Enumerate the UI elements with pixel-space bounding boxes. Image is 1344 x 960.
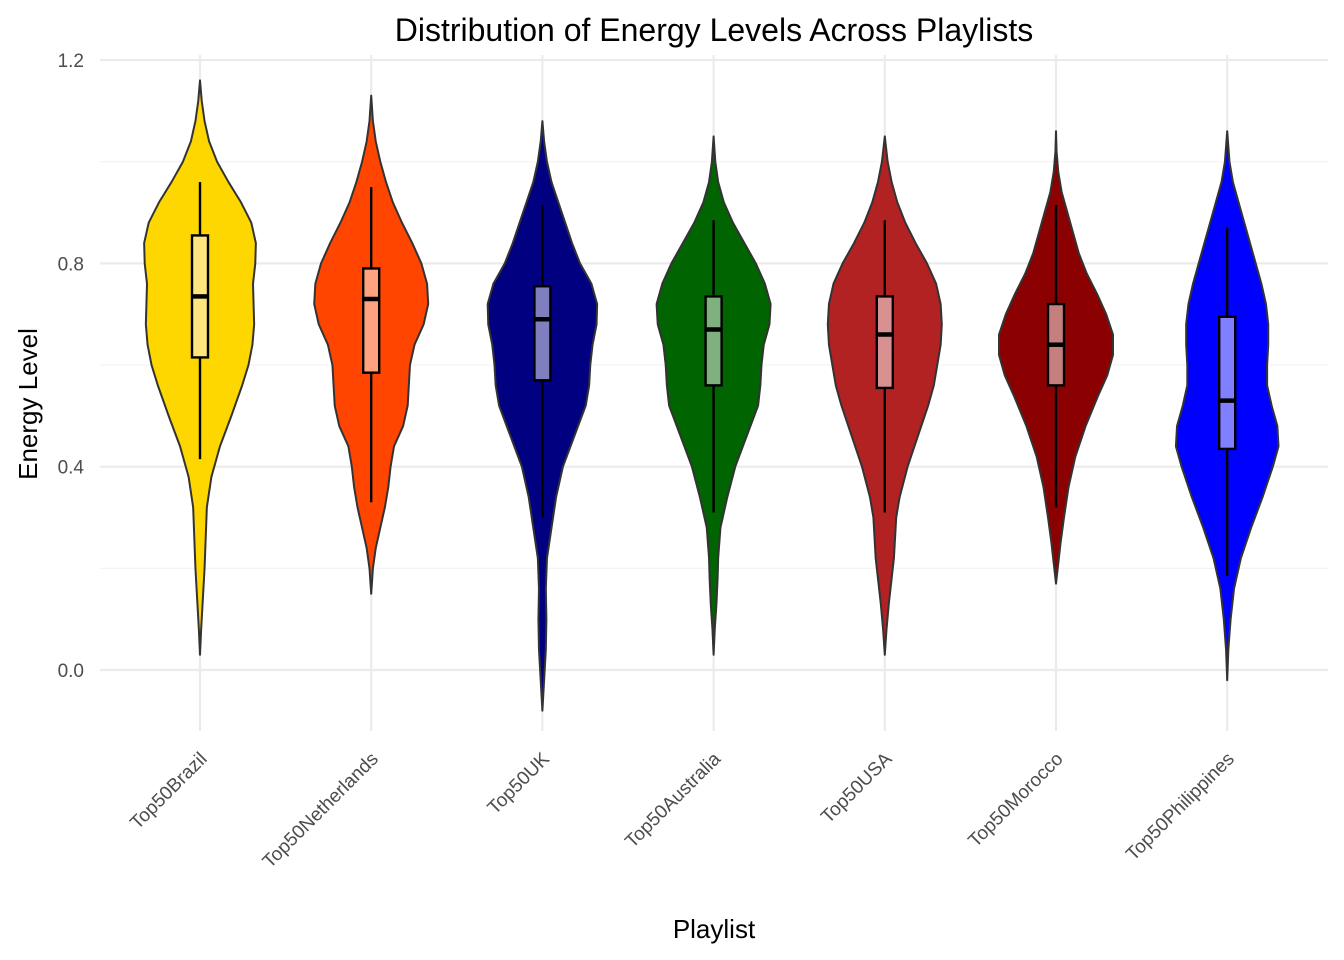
iqr-box bbox=[704, 295, 723, 387]
y-axis-ticks: 0.0 0.4 0.8 1.2 bbox=[58, 51, 85, 682]
x-tick-label: Top50Brazil bbox=[126, 749, 211, 834]
x-tick-label: Top50UK bbox=[484, 748, 554, 818]
x-axis-ticks: Top50Brazil Top50Netherlands Top50UK Top50A… bbox=[126, 748, 1238, 872]
iqr-box bbox=[875, 295, 894, 390]
violin-Top50Brazil bbox=[143, 79, 257, 656]
x-tick-label: Top50Philippines bbox=[1122, 749, 1238, 865]
iqr-box bbox=[533, 285, 552, 382]
violin-Top50Australia bbox=[655, 135, 772, 656]
y-tick-label: 0.8 bbox=[58, 254, 84, 275]
violin-Top50Philippines bbox=[1174, 130, 1280, 682]
iqr-box bbox=[362, 267, 381, 374]
violin-Top50Netherlands bbox=[313, 94, 430, 595]
iqr-box bbox=[1217, 315, 1237, 451]
violins bbox=[143, 79, 1280, 712]
x-tick-label: Top50Netherlands bbox=[259, 749, 383, 873]
y-tick-label: 1.2 bbox=[58, 51, 84, 72]
y-axis-title: Energy Level bbox=[13, 328, 43, 480]
x-tick-label: Top50Australia bbox=[621, 748, 725, 852]
x-axis-title: Playlist bbox=[673, 914, 756, 944]
violin-Top50USA bbox=[826, 135, 943, 656]
x-tick-label: Top50Morocco bbox=[965, 749, 1068, 852]
y-tick-label: 0.0 bbox=[58, 661, 84, 682]
y-tick-label: 0.4 bbox=[58, 458, 85, 479]
x-tick-label: Top50USA bbox=[817, 748, 896, 827]
chart-title: Distribution of Energy Levels Across Pla… bbox=[395, 12, 1033, 48]
violin-Top50Morocco bbox=[998, 130, 1114, 585]
violin-Top50UK bbox=[486, 120, 599, 712]
